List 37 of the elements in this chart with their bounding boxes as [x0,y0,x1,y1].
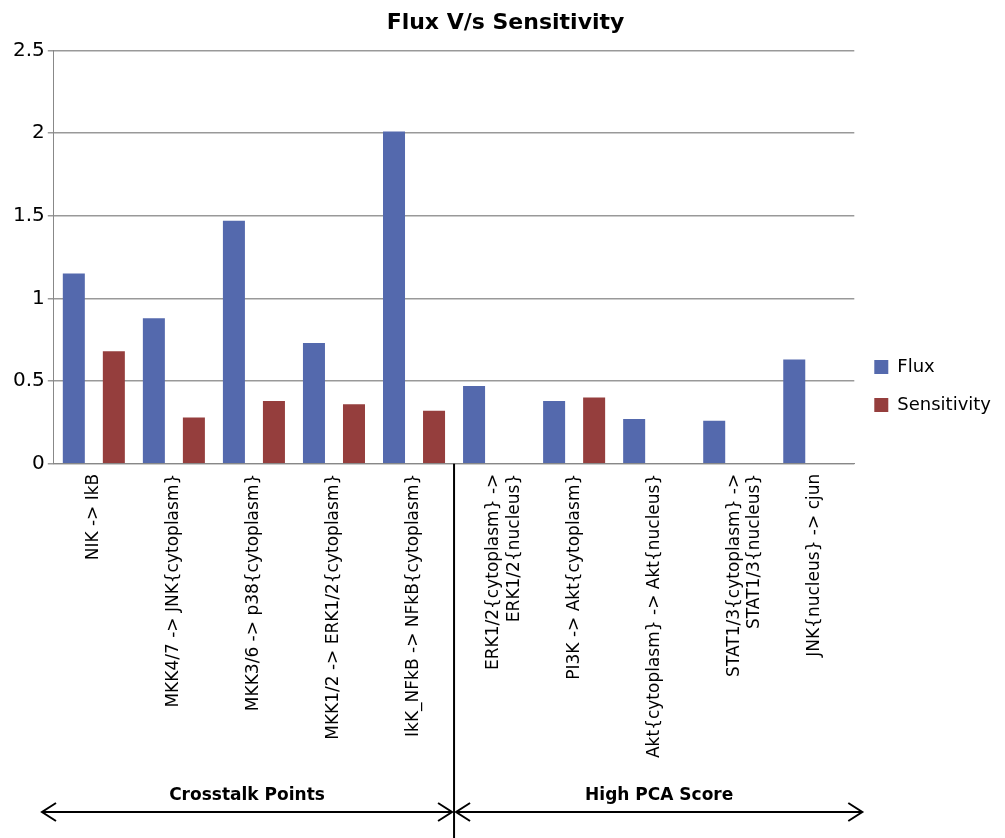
x-tick-label: STAT1/3{cytoplasm} -> STAT1/3{nucleus} [722,473,764,677]
bar [463,386,486,463]
y-tick-label: 2 [32,119,45,144]
y-tick-label: 0.5 [12,367,45,392]
y-tick-label: 0 [32,449,45,474]
bar [302,343,325,463]
x-tick-label: Akt{cytoplasm} -> Akt{nucleus} [642,473,663,759]
x-tick-label: NIK -> IkB [82,473,103,561]
bar [262,400,285,463]
bar [142,318,165,463]
legend-label: Sensitivity [897,392,992,414]
x-tick-label: MKK3/6 -> p38{cytoplasm} [242,473,263,712]
text: High PCA Score [584,784,735,804]
bar [703,420,726,463]
chart-title: Flux V/s Sensitivity [386,8,625,34]
bar [383,131,406,463]
bar [102,351,125,463]
y-tick-label: 1 [32,284,45,309]
x-tick-label: JNK{nucleus} -> cjun [802,473,823,658]
legend-label: Flux [897,354,936,376]
bar [783,359,806,463]
bar [62,273,85,463]
bar [182,417,205,463]
bar [423,410,446,463]
y-tick-label: 1.5 [12,201,45,226]
text: Crosstalk Points [168,784,326,804]
bar [342,404,365,463]
bar [583,397,606,463]
x-tick-label: ERK1/2{cytoplasm} -> ERK1/2{nucleus} [482,473,523,671]
y-tick-label: 2.5 [12,36,45,61]
x-tick-label: MKK4/7 -> JNK{cytoplasm} [162,473,183,708]
bar [543,400,566,463]
bar [623,419,646,463]
x-tick-label: PI3K -> Akt{cytoplasm} [562,473,583,680]
x-tick-label: IkK_NFkB -> NFkB{cytoplasm} [402,473,424,737]
x-tick-label: MKK1/2 -> ERK1/2{cytoplasm} [322,473,343,740]
bar [222,220,245,463]
